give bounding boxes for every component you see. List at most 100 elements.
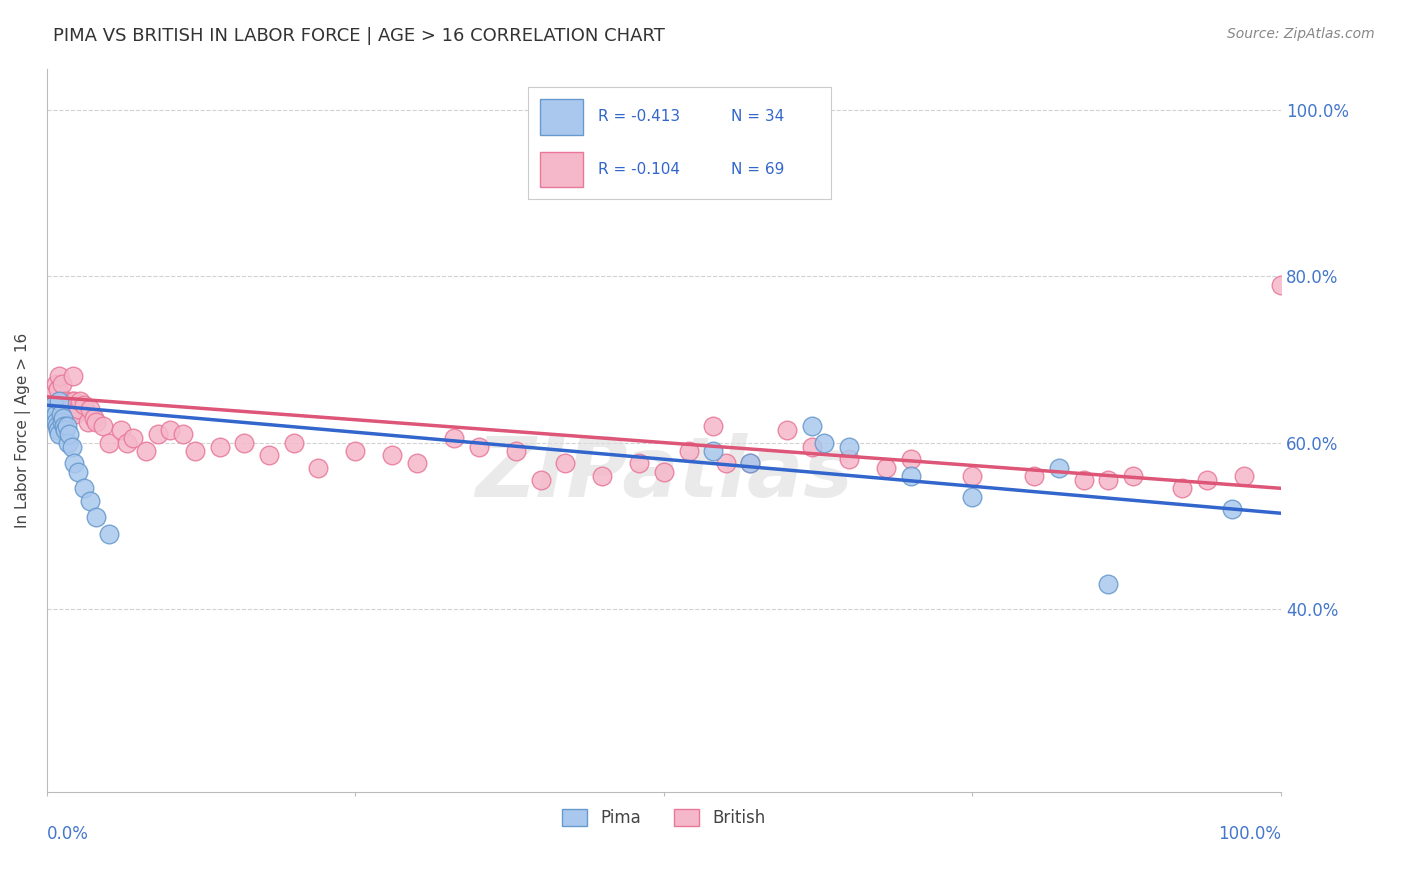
- Point: [962, 468, 984, 483]
- Point: [801, 440, 824, 454]
- Point: [52, 398, 75, 412]
- Point: [406, 456, 429, 470]
- Point: [49, 407, 72, 421]
- Point: [44, 385, 66, 400]
- Point: [443, 432, 465, 446]
- Point: [66, 402, 89, 417]
- Point: [69, 394, 91, 409]
- Point: [73, 481, 96, 495]
- Point: [65, 407, 87, 421]
- Point: [184, 444, 207, 458]
- Point: [1171, 481, 1194, 495]
- Point: [1097, 577, 1119, 591]
- Point: [115, 435, 138, 450]
- Point: [79, 493, 101, 508]
- Point: [52, 410, 75, 425]
- Point: [97, 527, 120, 541]
- Point: [41, 410, 63, 425]
- Text: ZIPatlas: ZIPatlas: [475, 433, 853, 514]
- Point: [1270, 277, 1292, 292]
- Point: [46, 382, 69, 396]
- Point: [86, 415, 108, 429]
- Text: Source: ZipAtlas.com: Source: ZipAtlas.com: [1227, 27, 1375, 41]
- Point: [838, 452, 860, 467]
- Point: [233, 435, 256, 450]
- Point: [56, 398, 79, 412]
- Point: [159, 423, 181, 437]
- Text: 0.0%: 0.0%: [46, 825, 89, 843]
- Point: [591, 468, 613, 483]
- Y-axis label: In Labor Force | Age > 16: In Labor Force | Age > 16: [15, 333, 31, 528]
- Point: [60, 394, 83, 409]
- Point: [381, 448, 404, 462]
- Point: [135, 444, 157, 458]
- Point: [66, 465, 89, 479]
- Point: [208, 440, 231, 454]
- Point: [1220, 502, 1243, 516]
- Point: [529, 473, 551, 487]
- Point: [45, 419, 67, 434]
- Legend: Pima, British: Pima, British: [555, 803, 773, 834]
- Point: [652, 465, 675, 479]
- Point: [55, 402, 77, 417]
- Point: [875, 460, 897, 475]
- Point: [702, 419, 724, 434]
- Point: [41, 402, 63, 417]
- Point: [172, 427, 194, 442]
- Point: [97, 435, 120, 450]
- Point: [58, 407, 80, 421]
- Text: PIMA VS BRITISH IN LABOR FORCE | AGE > 16 CORRELATION CHART: PIMA VS BRITISH IN LABOR FORCE | AGE > 1…: [53, 27, 665, 45]
- Point: [73, 398, 96, 412]
- Point: [813, 435, 835, 450]
- Point: [59, 402, 82, 417]
- Point: [307, 460, 329, 475]
- Point: [51, 377, 73, 392]
- Point: [1122, 468, 1144, 483]
- Point: [146, 427, 169, 442]
- Point: [91, 419, 114, 434]
- Point: [55, 423, 77, 437]
- Point: [257, 448, 280, 462]
- Point: [1097, 473, 1119, 487]
- Point: [53, 407, 76, 421]
- Point: [1024, 468, 1046, 483]
- Point: [1195, 473, 1218, 487]
- Point: [56, 435, 79, 450]
- Point: [1073, 473, 1095, 487]
- Point: [45, 415, 67, 429]
- Point: [42, 402, 65, 417]
- Point: [44, 398, 66, 412]
- Point: [702, 444, 724, 458]
- Point: [79, 402, 101, 417]
- Point: [714, 456, 737, 470]
- Point: [838, 440, 860, 454]
- Point: [48, 427, 70, 442]
- Point: [58, 427, 80, 442]
- Point: [505, 444, 527, 458]
- Point: [63, 394, 86, 409]
- Point: [122, 432, 145, 446]
- Point: [554, 456, 576, 470]
- Point: [62, 369, 84, 384]
- Point: [110, 423, 132, 437]
- Point: [45, 377, 67, 392]
- Point: [1047, 460, 1070, 475]
- Point: [344, 444, 367, 458]
- Point: [776, 423, 799, 437]
- Point: [46, 423, 69, 437]
- Point: [53, 419, 76, 434]
- Point: [48, 369, 70, 384]
- Point: [1233, 468, 1256, 483]
- Point: [86, 510, 108, 524]
- Point: [60, 440, 83, 454]
- Point: [45, 407, 67, 421]
- Point: [962, 490, 984, 504]
- Point: [468, 440, 491, 454]
- Point: [55, 394, 77, 409]
- Point: [628, 456, 651, 470]
- Text: 100.0%: 100.0%: [1218, 825, 1281, 843]
- Point: [900, 452, 922, 467]
- Point: [49, 402, 72, 417]
- Point: [48, 394, 70, 409]
- Point: [678, 444, 700, 458]
